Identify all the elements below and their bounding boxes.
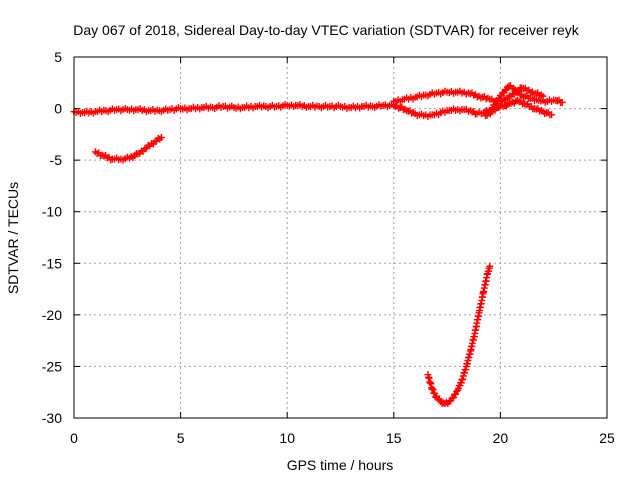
x-tick-label: 10 [279, 430, 295, 446]
x-tick-label: 5 [177, 430, 185, 446]
x-tick-label: 0 [70, 430, 78, 446]
x-axis-ticks: 0 5 10 15 20 25 [70, 57, 615, 446]
plot-frame [73, 56, 608, 419]
data-point [448, 394, 456, 402]
data-point [489, 105, 497, 113]
y-tick-label: -10 [42, 204, 62, 220]
series-upper-loop [390, 84, 547, 106]
data-point [91, 148, 99, 156]
data-point [539, 92, 547, 100]
y-tick-label: 0 [54, 101, 62, 117]
y-axis-ticks: -30 -25 -20 -15 -10 -5 0 5 [42, 49, 607, 426]
series-late-trough [424, 262, 494, 408]
series-lower-branch [481, 96, 556, 120]
data-point [157, 133, 165, 141]
data-point [151, 138, 159, 146]
series-main-trace [70, 82, 566, 120]
y-tick-label: -20 [42, 307, 62, 323]
data-point [467, 107, 475, 115]
data-points [70, 82, 566, 408]
data-point [154, 134, 162, 142]
x-tick-label: 25 [599, 430, 615, 446]
x-tick-label: 20 [493, 430, 509, 446]
data-point [156, 135, 164, 143]
data-point [431, 389, 439, 397]
data-point [486, 262, 494, 270]
y-tick-label: -25 [42, 358, 62, 374]
series-early-dip [91, 133, 165, 164]
data-point [485, 109, 493, 117]
x-tick-label: 15 [386, 430, 402, 446]
data-point [429, 386, 437, 394]
y-tick-label: -5 [50, 152, 63, 168]
y-tick-label: -30 [42, 410, 62, 426]
y-tick-label: 5 [54, 49, 62, 65]
chart-title: Day 067 of 2018, Sidereal Day-to-day VTE… [73, 22, 579, 38]
y-axis-label: SDTVAR / TECUs [5, 182, 21, 294]
data-point [548, 111, 556, 119]
data-point [509, 98, 517, 106]
y-tick-label: -15 [42, 255, 62, 271]
x-axis-label: GPS time / hours [287, 457, 394, 473]
data-point [558, 98, 566, 106]
